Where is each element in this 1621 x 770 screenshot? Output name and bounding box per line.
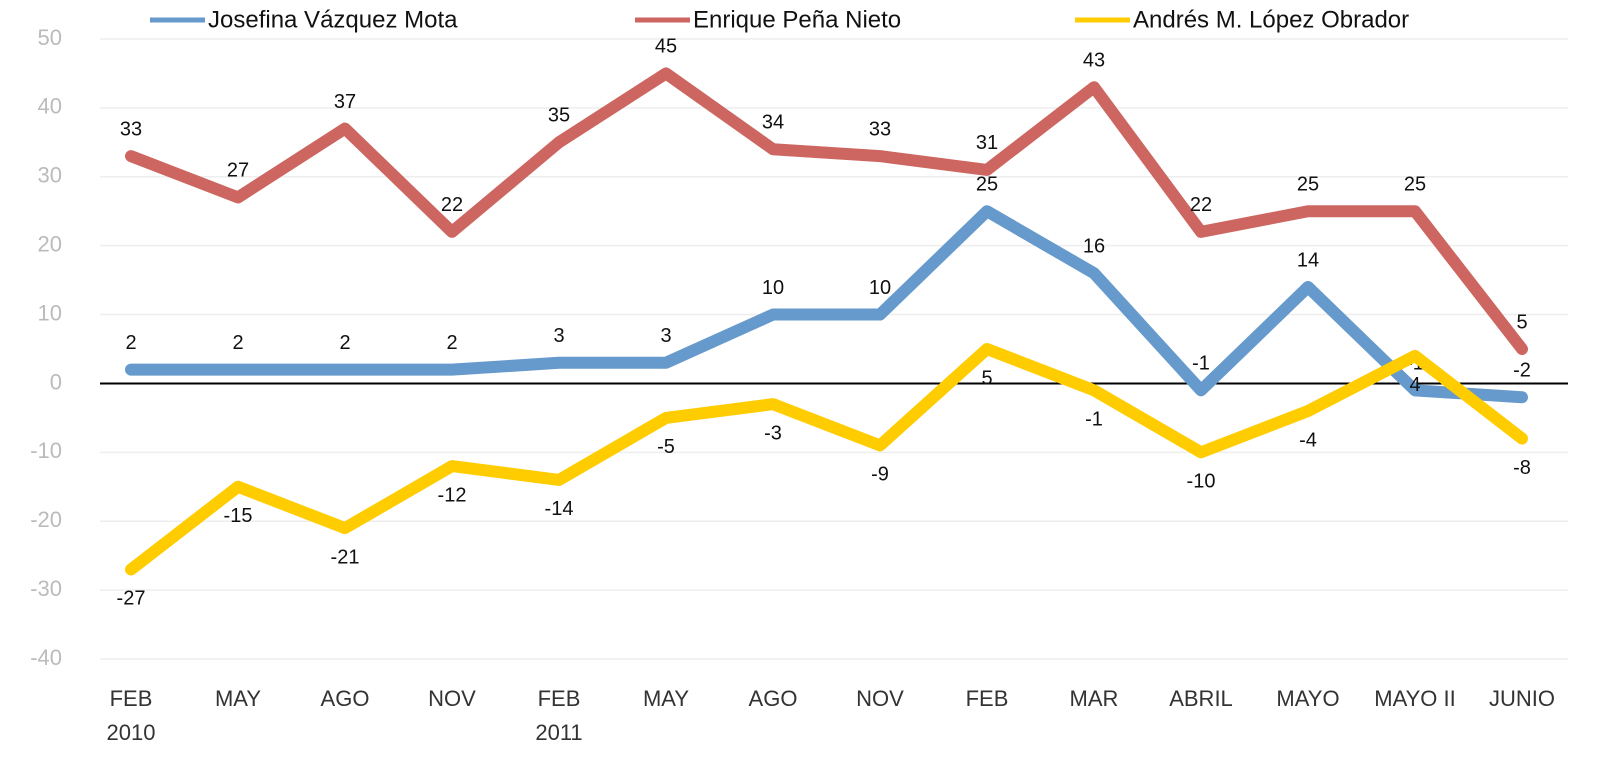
data-label: -14 — [545, 498, 574, 520]
legend-label: Josefina Vázquez Mota — [208, 6, 458, 33]
x-tick-label: MAY — [214, 686, 262, 711]
data-label: 31 — [976, 132, 998, 154]
data-label: -8 — [1513, 457, 1531, 479]
data-label: -1 — [1085, 409, 1103, 431]
data-label: -4 — [1299, 429, 1317, 451]
x-tick-label: AGO — [748, 686, 798, 711]
legend-label: Enrique Peña Nieto — [693, 6, 901, 33]
data-label: 2 — [446, 332, 457, 354]
data-label: -12 — [438, 484, 467, 506]
data-label: -21 — [331, 546, 360, 568]
data-label: -5 — [657, 436, 675, 458]
data-label: -3 — [764, 422, 782, 444]
data-label: 22 — [1190, 194, 1212, 216]
data-label: 2 — [339, 332, 350, 354]
data-label: 37 — [334, 91, 356, 113]
x-tick-label: ABRIL — [1169, 686, 1233, 711]
x-tick-label: FEB 2010 — [106, 686, 156, 745]
data-label: 34 — [762, 112, 784, 134]
data-label: 27 — [227, 160, 249, 182]
data-label: 14 — [1297, 249, 1319, 271]
x-tick-label: NOV — [856, 686, 904, 711]
data-label: 4 — [1409, 374, 1420, 396]
x-tick-label: JUNIO — [1489, 686, 1555, 711]
data-label: -10 — [1187, 471, 1216, 493]
y-tick-label: 50 — [38, 25, 62, 50]
data-label: 33 — [869, 118, 891, 140]
data-label: -1 — [1192, 353, 1210, 375]
y-tick-label: -30 — [30, 576, 62, 601]
x-tick-label: FEB — [965, 686, 1009, 711]
x-tick-label: NOV — [428, 686, 476, 711]
series-line — [125, 343, 1528, 576]
data-label: 5 — [981, 367, 992, 389]
y-tick-label: 20 — [38, 231, 62, 256]
data-label: -27 — [117, 588, 146, 610]
data-label: 16 — [1083, 236, 1105, 258]
x-tick-label: MAY — [642, 686, 690, 711]
data-label: 10 — [869, 277, 891, 299]
data-label: -2 — [1513, 360, 1531, 382]
y-tick-label: 40 — [38, 94, 62, 119]
data-label: 3 — [660, 325, 671, 347]
data-label: 25 — [1404, 174, 1426, 196]
data-label: -9 — [871, 464, 889, 486]
y-tick-label: 0 — [50, 369, 62, 394]
data-label: 25 — [1297, 174, 1319, 196]
data-label: -15 — [224, 505, 253, 527]
y-tick-label: -20 — [30, 507, 62, 532]
series-line — [125, 67, 1528, 355]
data-label: 5 — [1516, 311, 1527, 333]
data-label: 33 — [120, 118, 142, 140]
data-label: 35 — [548, 105, 570, 127]
x-tick-label: MAYO — [1276, 686, 1340, 711]
data-label: 10 — [762, 277, 784, 299]
legend-label: Andrés M. López Obrador — [1133, 6, 1409, 33]
data-label: 3 — [553, 325, 564, 347]
x-tick-label: MAYO II — [1374, 686, 1456, 711]
data-label: 2 — [125, 332, 136, 354]
x-tick-label: FEB 2011 — [535, 686, 583, 745]
data-label: 45 — [655, 36, 677, 58]
y-tick-label: -40 — [30, 645, 62, 670]
x-tick-label: AGO — [320, 686, 370, 711]
data-label: 25 — [976, 174, 998, 196]
data-label: 43 — [1083, 50, 1105, 72]
series-line — [125, 205, 1528, 404]
y-tick-label: -10 — [30, 438, 62, 463]
y-tick-label: 30 — [38, 163, 62, 188]
data-label: 22 — [441, 194, 463, 216]
y-tick-label: 10 — [38, 300, 62, 325]
data-label: 2 — [232, 332, 243, 354]
x-tick-label: MAR — [1069, 686, 1119, 711]
